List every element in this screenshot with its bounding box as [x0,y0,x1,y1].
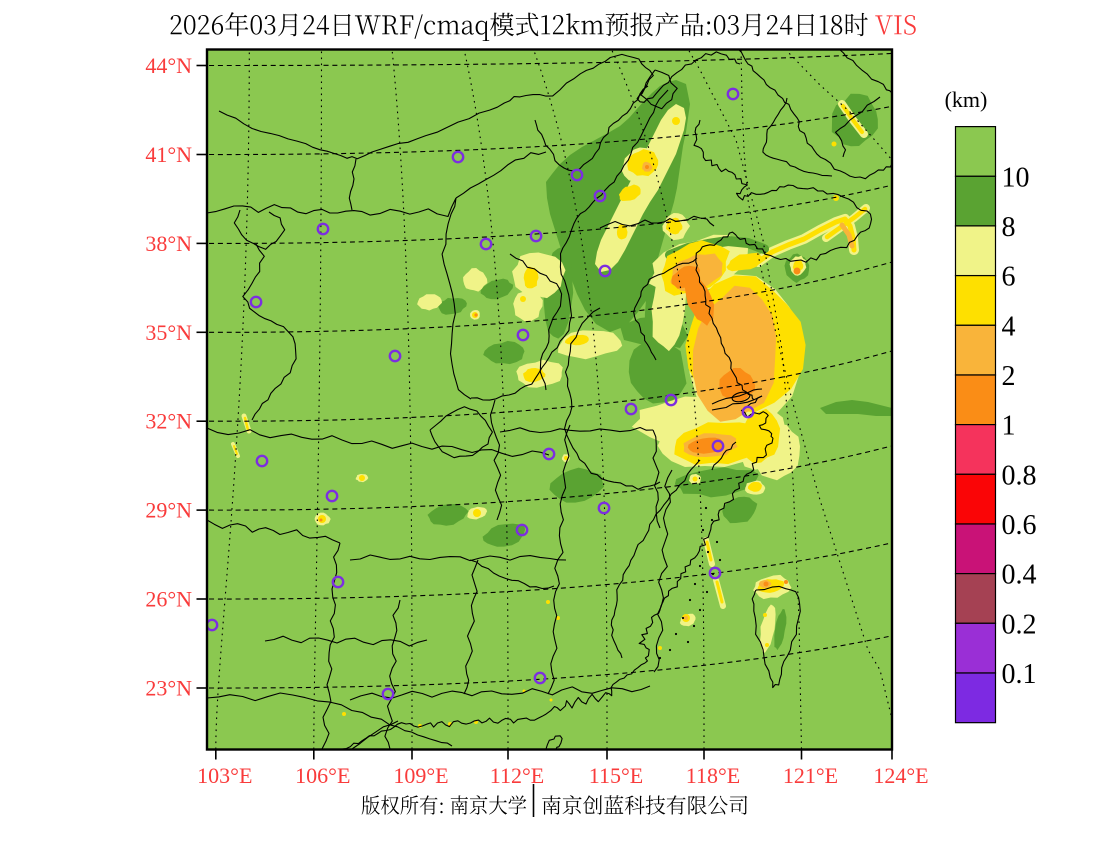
svg-text:106°E: 106°E [295,763,350,788]
svg-text:6: 6 [1002,262,1016,293]
svg-text:29°N: 29°N [145,498,192,523]
svg-text:10: 10 [1002,162,1030,193]
svg-text:8: 8 [1002,212,1016,243]
svg-text:0.4: 0.4 [1002,560,1037,591]
svg-text:112°E: 112°E [490,763,544,788]
svg-text:121°E: 121°E [783,763,838,788]
svg-text:32°N: 32°N [145,409,192,434]
svg-text:23°N: 23°N [145,676,192,701]
svg-text:38°N: 38°N [145,231,192,256]
svg-text:103°E: 103°E [197,763,252,788]
svg-text:118°E: 118°E [686,763,740,788]
svg-text:35°N: 35°N [145,320,192,345]
svg-text:124°E: 124°E [873,763,928,788]
svg-text:0.2: 0.2 [1002,609,1037,640]
svg-text:1: 1 [1002,411,1016,442]
svg-text:(km): (km) [945,87,988,112]
svg-text:4: 4 [1002,311,1016,342]
svg-text:0.8: 0.8 [1002,460,1037,491]
svg-text:109°E: 109°E [393,763,448,788]
svg-text:0.6: 0.6 [1002,510,1037,541]
svg-text:0.1: 0.1 [1002,659,1037,690]
svg-text:2: 2 [1002,361,1016,392]
svg-text:41°N: 41°N [145,142,192,167]
svg-text:115°E: 115°E [589,763,643,788]
svg-text:44°N: 44°N [145,53,192,78]
svg-text:26°N: 26°N [145,587,192,612]
